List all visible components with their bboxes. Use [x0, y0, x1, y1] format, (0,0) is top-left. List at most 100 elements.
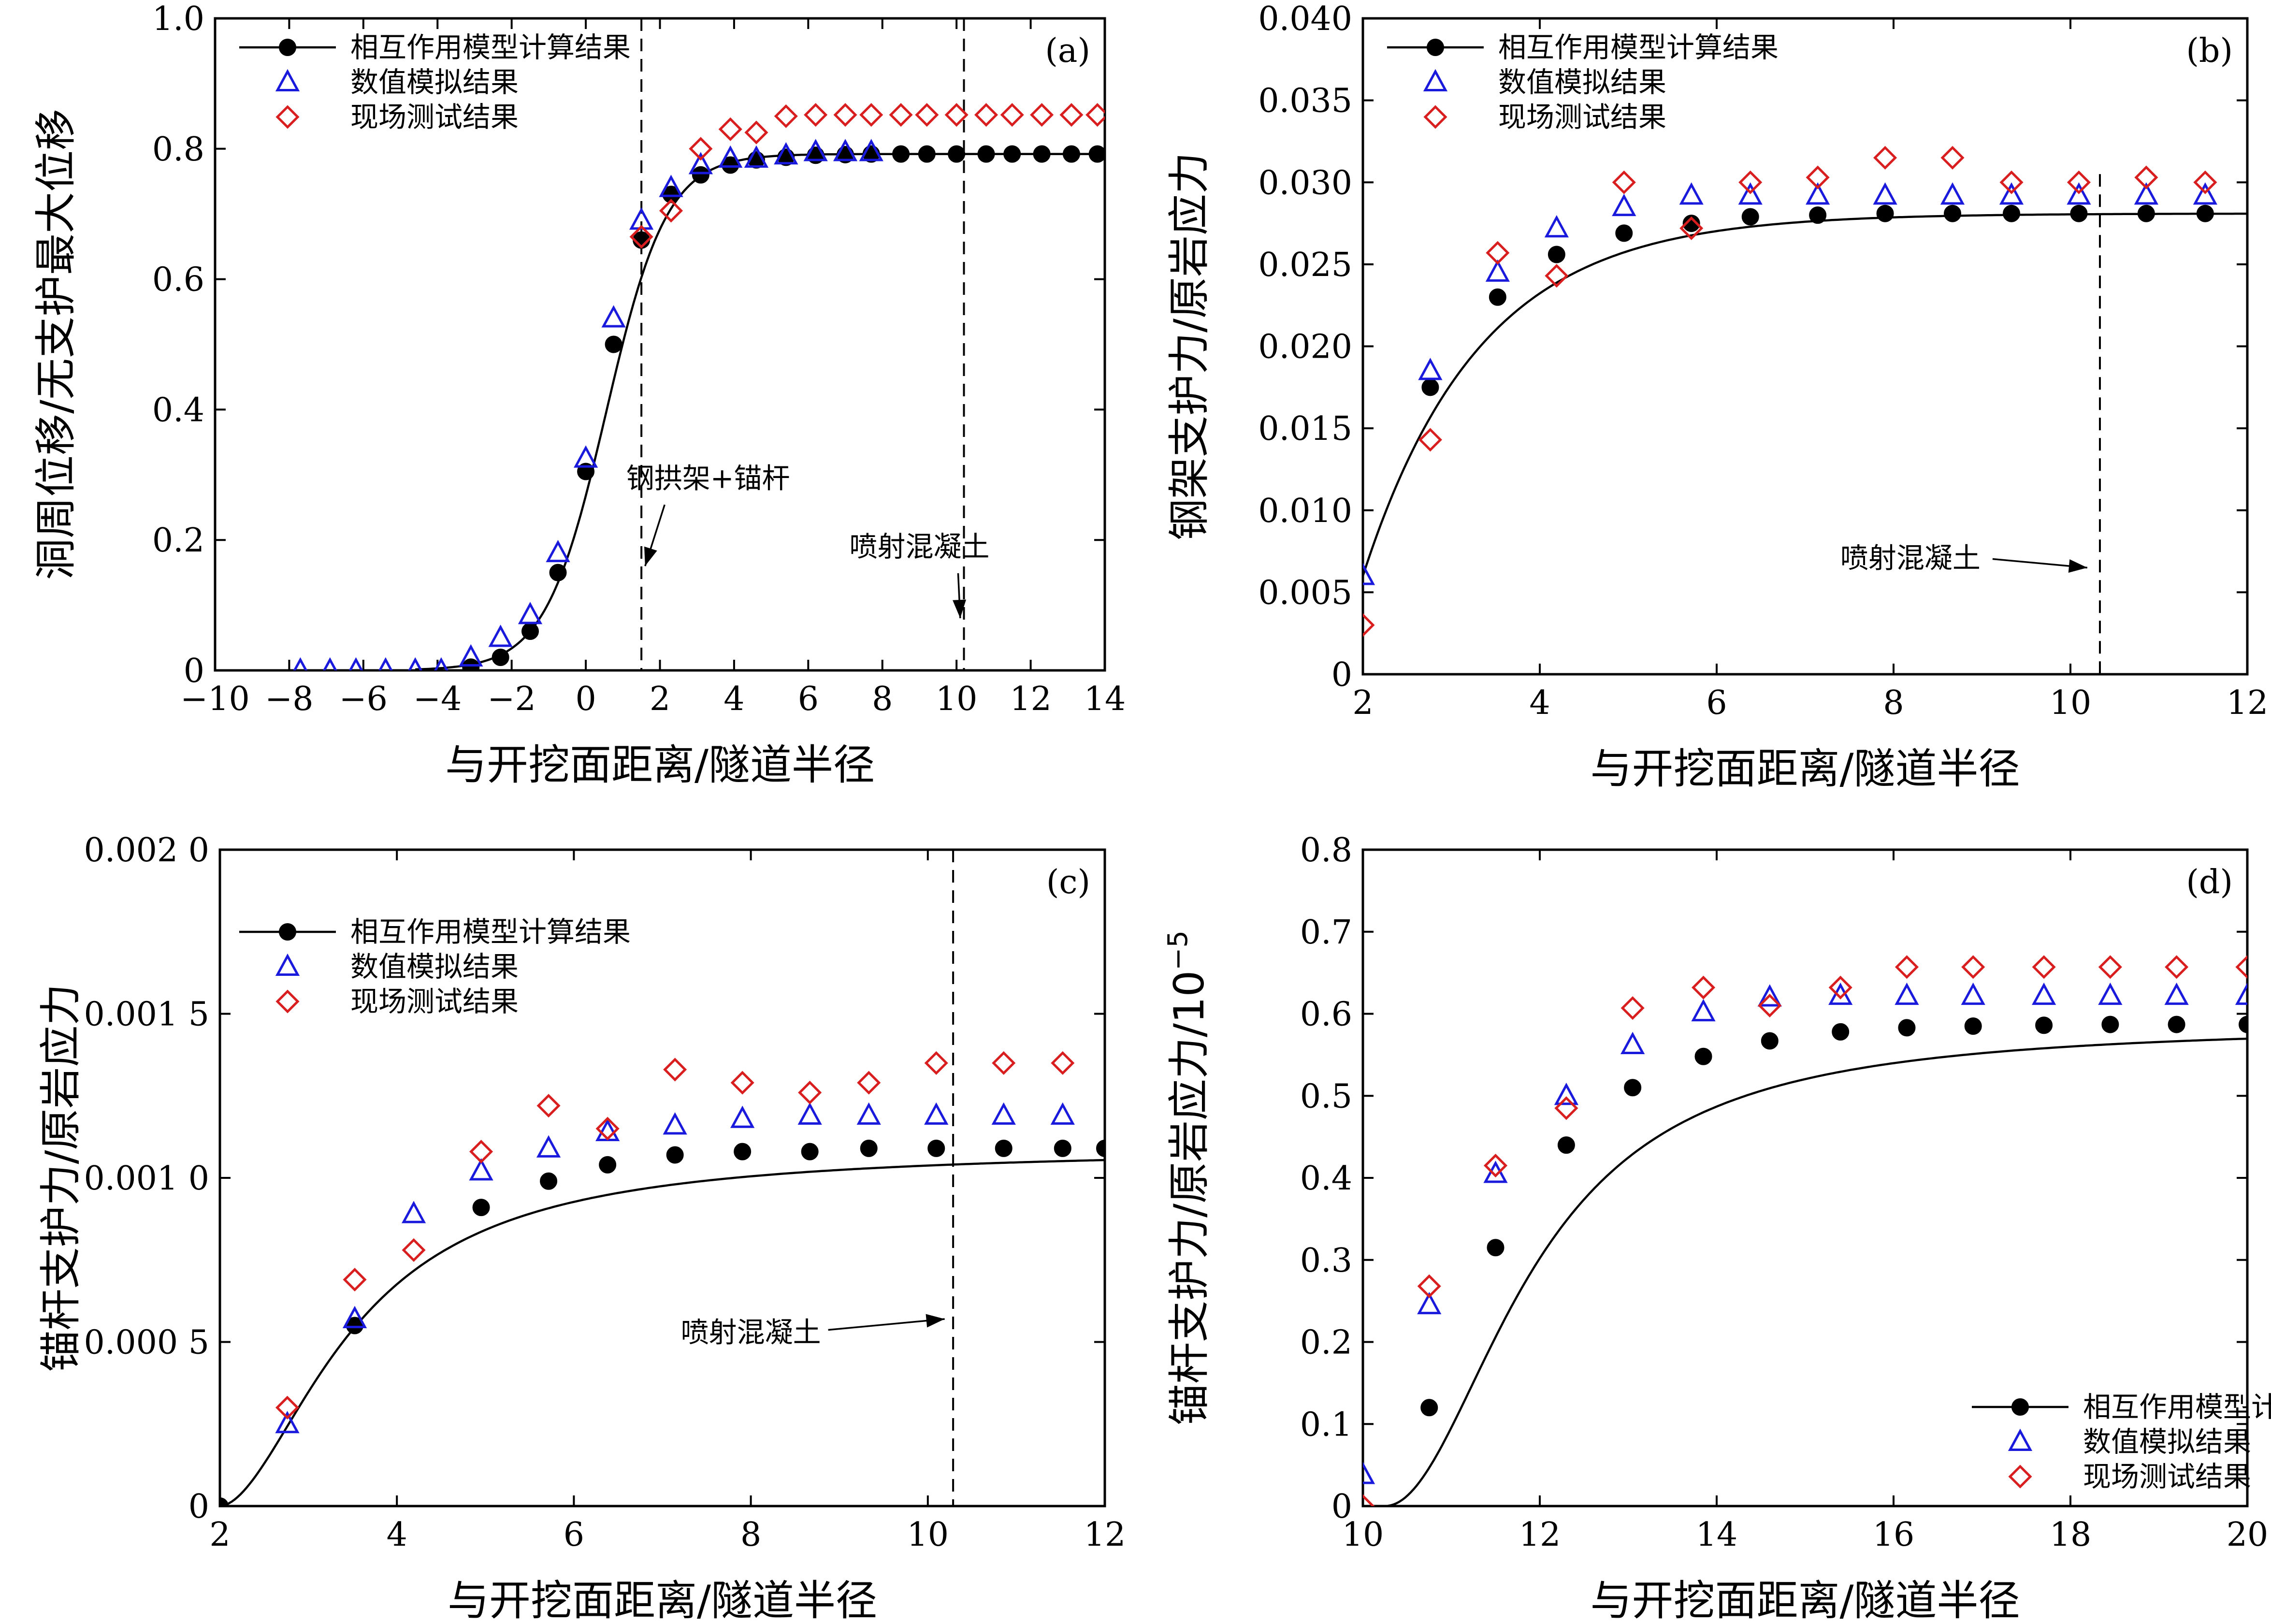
y-tick-label: 0.030: [1258, 164, 1352, 202]
x-tick-label: −2: [488, 680, 536, 718]
data-point-calc: [2035, 1016, 2053, 1034]
legend-marker-field: [275, 105, 300, 129]
y-tick-label: 0.025: [1258, 246, 1352, 284]
x-tick-label: 0: [575, 680, 596, 718]
legend-label: 现场测试结果: [350, 101, 519, 133]
data-point-sim: [859, 139, 883, 161]
legend-label: 相互作用模型计算结果: [350, 31, 631, 64]
data-point-sim: [1961, 982, 1985, 1005]
legend-label: 相互作用模型计算结果: [2083, 1391, 2271, 1423]
chart-panel-2: 2 4 6 8 10 12 0 0.005 0.010 0.015 0.020 0.025 0.030 0…: [1165, 0, 2268, 793]
y-axis-title: 锚杆支护力/原岩应力/10−5: [1162, 930, 1214, 1425]
data-point-field: [689, 137, 713, 161]
data-point-calc: [1624, 1079, 1642, 1097]
data-point-calc: [549, 564, 567, 581]
data-point-sim: [803, 139, 828, 161]
data-point-field: [833, 103, 857, 127]
data-point-calc: [605, 335, 622, 353]
data-point-field: [1940, 145, 1965, 170]
data-point-calc: [1054, 1139, 1071, 1157]
y-tick-label: 0.020: [1258, 328, 1352, 366]
data-point-calc: [2070, 204, 2088, 222]
data-point-calc: [1096, 1139, 1105, 1157]
data-point-field: [595, 1116, 620, 1141]
annotation-label: 喷射混凝土: [849, 530, 989, 563]
data-point-field: [992, 1051, 1016, 1075]
y-tick-label: 0.1: [1300, 1406, 1352, 1444]
y-tick-label: 0.015: [1258, 410, 1352, 448]
data-point-sim: [1806, 182, 1830, 205]
x-tick-label: −8: [265, 680, 313, 718]
data-point-field: [1620, 996, 1645, 1020]
data-point-sim: [730, 1105, 755, 1128]
data-point-sim: [293, 657, 308, 670]
y-tick-label: 0.4: [1300, 1160, 1352, 1198]
data-point-field: [974, 103, 998, 127]
data-point-calc: [1489, 288, 1506, 306]
data-point-field: [343, 1267, 367, 1292]
annotation-arrow-head: [926, 1314, 945, 1328]
y-tick-label: 0.002 0: [84, 831, 209, 870]
data-point-calc: [1420, 1399, 1438, 1417]
legend-label: 数值模拟结果: [350, 66, 519, 99]
data-point-field: [804, 103, 828, 127]
data-point-field: [2098, 955, 2122, 979]
data-point-sim: [856, 1102, 881, 1125]
data-point-calc: [599, 1156, 617, 1174]
data-point-sim: [1679, 182, 1704, 205]
data-point-field: [944, 103, 969, 127]
plot-data: [293, 18, 1105, 670]
y-tick-label: 0.4: [152, 391, 204, 429]
y-tick-label: 0.2: [1300, 1324, 1352, 1362]
data-point-sim: [459, 644, 483, 667]
x-tick-label: 12: [1084, 1516, 1126, 1554]
data-point-calc: [1557, 1136, 1575, 1154]
data-point-field: [1483, 1154, 1508, 1178]
data-point-calc: [1088, 145, 1105, 163]
data-point-sim: [797, 1102, 822, 1125]
y-tick-label: 0.5: [1300, 1077, 1352, 1116]
data-point-sim: [1485, 259, 1510, 282]
data-point-sim: [378, 657, 393, 670]
x-axis-title: 与开挖面距离/隧道半径: [448, 1577, 877, 1624]
data-point-field: [2067, 170, 2091, 194]
data-point-field: [1961, 955, 1985, 979]
legend-label: 现场测试结果: [2083, 1460, 2251, 1493]
data-point-sim: [323, 657, 337, 670]
y-axis-title: 锚杆支护力/原岩应力: [37, 984, 85, 1372]
chart-panel-4: 10 12 14 16 18 20 0 0.1 0.2 0.3 0.4 0.5 0.6 0.7 0.8 与开挖…: [1162, 831, 2271, 1624]
x-axis-title: 与开挖面距离/隧道半径: [1591, 745, 2020, 793]
data-point-sim: [744, 145, 769, 168]
data-point-field: [629, 225, 653, 249]
legend-label: 相互作用模型计算结果: [350, 915, 631, 948]
data-point-sim: [2164, 982, 2189, 1005]
data-point-field: [915, 103, 939, 127]
x-tick-label: 14: [1084, 680, 1126, 718]
data-point-field: [1999, 170, 2024, 194]
y-tick-label: 0.010: [1258, 492, 1352, 530]
data-point-calc: [860, 1139, 878, 1157]
data-point-field: [1554, 1096, 1578, 1120]
data-point-field: [857, 1071, 881, 1095]
data-point-sim: [518, 602, 543, 624]
legend-marker-field: [1423, 105, 1447, 129]
data-point-sim: [1544, 215, 1569, 238]
data-point-field: [889, 103, 913, 127]
data-point-field: [1692, 975, 1716, 1000]
data-point-calc: [1548, 246, 1565, 263]
data-point-field: [744, 120, 768, 145]
data-point-sim: [1417, 1291, 1442, 1315]
data-point-sim: [408, 657, 423, 670]
data-point-sim: [573, 445, 598, 468]
data-point-sim: [342, 1305, 367, 1328]
x-tick-label: 14: [1696, 1516, 1738, 1554]
data-point-field: [659, 199, 683, 223]
y-tick-label: 0.8: [152, 130, 204, 169]
data-point-calc: [2239, 1015, 2247, 1033]
data-point-field: [663, 1058, 687, 1082]
